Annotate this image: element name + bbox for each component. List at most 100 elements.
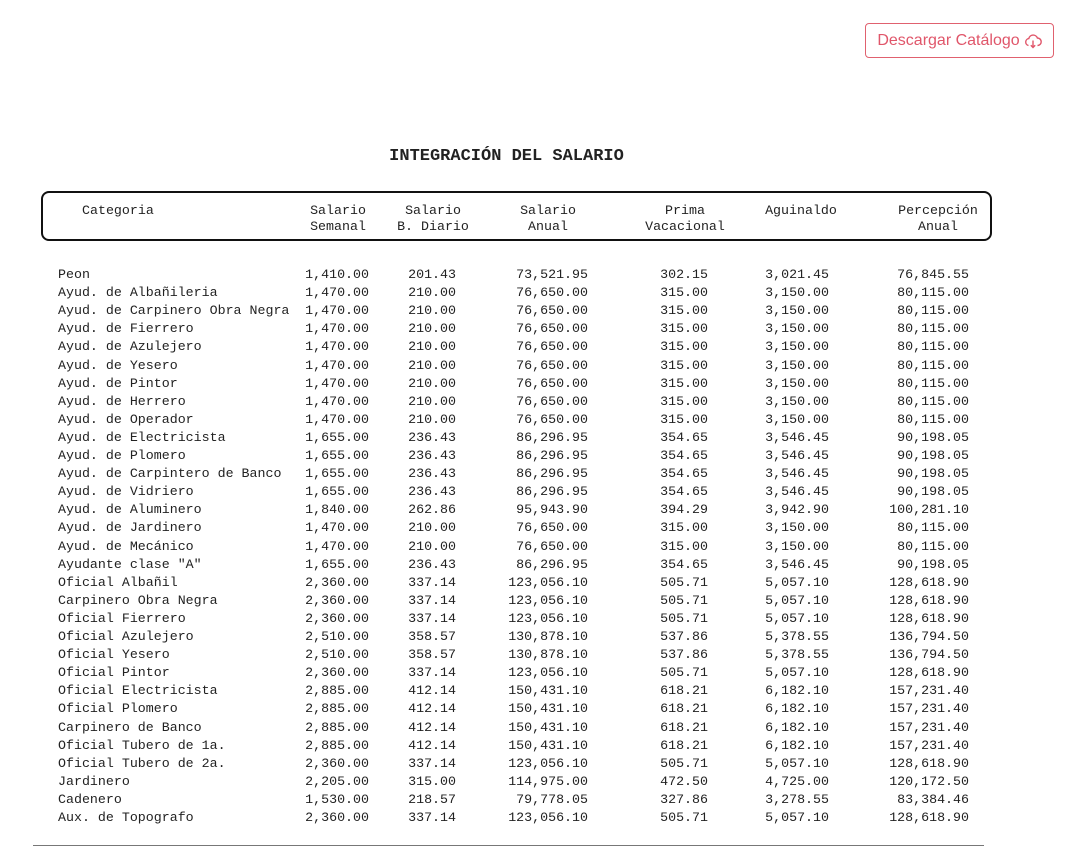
category-cell: Jardinero [58, 773, 130, 789]
value-cell: 90,198.05 [897, 466, 969, 482]
column-header: Categoria [82, 203, 154, 218]
value-cell: 1,470.00 [305, 285, 369, 301]
category-cell: Oficial Azulejero [58, 629, 194, 644]
value-cell: 5,378.55 [765, 629, 829, 644]
category-cell: Ayud. de Jardinero [58, 520, 202, 536]
value-cell: 210.00 [408, 375, 456, 391]
value-cell: 3,150.00 [765, 339, 829, 355]
value-cell: 236.43 [408, 484, 456, 500]
category-cell: Ayud. de Plomero [58, 448, 186, 463]
column-header: Semanal [310, 219, 366, 234]
value-cell: 76,650.00 [516, 538, 588, 554]
category-cell: Aux. de Topografo [58, 810, 194, 825]
value-cell: 337.14 [408, 574, 456, 590]
value-cell: 123,056.10 [508, 592, 588, 608]
category-cell: Ayud. de Mecánico [58, 538, 194, 554]
value-cell: 2,510.00 [305, 629, 369, 644]
value-cell: 3,150.00 [765, 321, 829, 337]
value-cell: 1,410.00 [305, 267, 369, 282]
value-cell: 80,115.00 [897, 285, 969, 301]
value-cell: 218.57 [408, 791, 456, 807]
value-cell: 537.86 [660, 629, 708, 644]
value-cell: 2,360.00 [305, 592, 369, 608]
value-cell: 302.15 [660, 267, 708, 282]
category-cell: Ayud. de Aluminero [58, 502, 202, 518]
value-cell: 1,470.00 [305, 538, 369, 554]
category-cell: Oficial Tubero de 2a. [58, 755, 226, 771]
value-cell: 1,470.00 [305, 357, 369, 373]
category-cell: Cadenero [58, 791, 122, 807]
value-cell: 1,655.00 [305, 448, 369, 463]
value-cell: 315.00 [660, 411, 708, 427]
value-cell: 6,182.10 [765, 683, 829, 699]
value-cell: 3,021.45 [765, 267, 829, 282]
value-cell: 1,655.00 [305, 466, 369, 482]
value-cell: 2,885.00 [305, 719, 369, 735]
category-cell: Ayud. de Albañileria [58, 285, 218, 301]
value-cell: 262.86 [408, 502, 456, 518]
value-cell: 3,150.00 [765, 357, 829, 373]
value-cell: 80,115.00 [897, 520, 969, 536]
value-cell: 86,296.95 [516, 556, 588, 572]
value-cell: 315.00 [660, 375, 708, 391]
value-cell: 128,618.90 [889, 665, 969, 681]
value-cell: 337.14 [408, 665, 456, 681]
value-cell: 114,975.00 [508, 773, 588, 789]
value-cell: 2,510.00 [305, 647, 369, 663]
value-cell: 80,115.00 [897, 393, 969, 409]
value-cell: 315.00 [660, 538, 708, 554]
value-cell: 1,470.00 [305, 520, 369, 536]
value-cell: 337.14 [408, 592, 456, 608]
category-cell: Oficial Pintor [58, 665, 170, 681]
value-cell: 236.43 [408, 556, 456, 572]
download-button[interactable]: Descargar Catálogo [865, 23, 1054, 58]
value-cell: 128,618.90 [889, 755, 969, 771]
value-cell: 80,115.00 [897, 339, 969, 355]
value-cell: 412.14 [408, 683, 456, 699]
value-cell: 5,057.10 [765, 665, 829, 681]
value-cell: 2,885.00 [305, 737, 369, 753]
value-cell: 315.00 [408, 773, 456, 789]
value-cell: 210.00 [408, 339, 456, 355]
value-cell: 412.14 [408, 719, 456, 735]
cloud-download-icon [1024, 33, 1042, 48]
value-cell: 128,618.90 [889, 592, 969, 608]
value-cell: 150,431.10 [508, 737, 588, 753]
value-cell: 210.00 [408, 285, 456, 301]
value-cell: 136,794.50 [889, 629, 969, 644]
value-cell: 2,885.00 [305, 683, 369, 699]
value-cell: 354.65 [660, 466, 708, 482]
category-cell: Ayud. de Yesero [58, 357, 178, 373]
value-cell: 3,150.00 [765, 375, 829, 391]
category-cell: Ayud. de Herrero [58, 393, 186, 409]
value-cell: 505.71 [660, 665, 708, 681]
value-cell: 505.71 [660, 574, 708, 590]
value-cell: 354.65 [660, 429, 708, 445]
value-cell: 505.71 [660, 755, 708, 771]
value-cell: 73,521.95 [516, 267, 588, 282]
value-cell: 76,650.00 [516, 339, 588, 355]
value-cell: 95,943.90 [516, 502, 588, 518]
value-cell: 210.00 [408, 520, 456, 536]
value-cell: 90,198.05 [897, 484, 969, 500]
value-cell: 3,150.00 [765, 393, 829, 409]
category-cell: Ayud. de Carpintero de Banco [58, 466, 282, 482]
value-cell: 210.00 [408, 303, 456, 319]
button-label: Descargar Catálogo [877, 31, 1020, 49]
value-cell: 90,198.05 [897, 556, 969, 572]
value-cell: 80,115.00 [897, 357, 969, 373]
category-cell: Ayud. de Fierrero [58, 321, 194, 337]
value-cell: 4,725.00 [765, 773, 829, 789]
category-cell: Ayud. de Pintor [58, 375, 178, 391]
value-cell: 210.00 [408, 393, 456, 409]
value-cell: 123,056.10 [508, 810, 588, 825]
value-cell: 315.00 [660, 520, 708, 536]
value-cell: 1,470.00 [305, 411, 369, 427]
value-cell: 123,056.10 [508, 574, 588, 590]
category-cell: Ayud. de Operador [58, 411, 194, 427]
value-cell: 76,650.00 [516, 375, 588, 391]
value-cell: 505.71 [660, 810, 708, 825]
category-cell: Ayudante clase "A" [58, 556, 202, 572]
column-header: Percepción [898, 203, 978, 218]
